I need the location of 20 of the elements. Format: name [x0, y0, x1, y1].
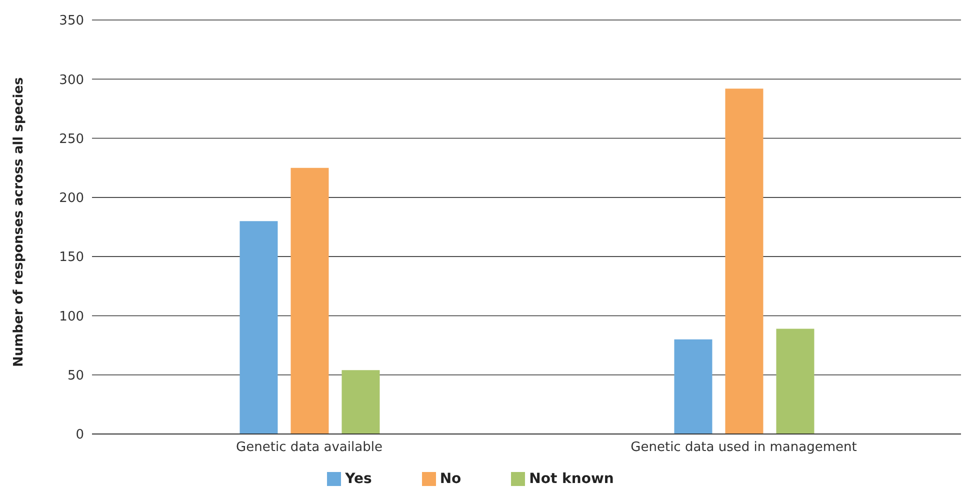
legend-label: Not known — [529, 471, 614, 487]
y-tick-label: 300 — [59, 72, 84, 88]
bar — [776, 328, 814, 434]
y-axis-title: Number of responses across all species — [12, 77, 27, 367]
bar — [725, 88, 764, 434]
legend-label: No — [440, 471, 462, 487]
x-tick-label: Genetic data available — [236, 440, 382, 456]
bar — [342, 370, 380, 434]
y-tick-label: 0 — [76, 428, 84, 443]
bar — [240, 221, 278, 434]
bar — [290, 168, 329, 434]
y-tick-label: 150 — [59, 250, 84, 266]
x-tick-label: Genetic data used in management — [630, 440, 857, 456]
y-tick-label: 250 — [59, 132, 84, 147]
y-tick-label: 200 — [59, 191, 84, 206]
bar — [674, 339, 712, 434]
y-tick-label: 50 — [67, 368, 84, 384]
legend-label: Yes — [345, 471, 372, 487]
y-tick-label: 100 — [59, 309, 84, 324]
y-tick-label: 350 — [59, 14, 84, 29]
